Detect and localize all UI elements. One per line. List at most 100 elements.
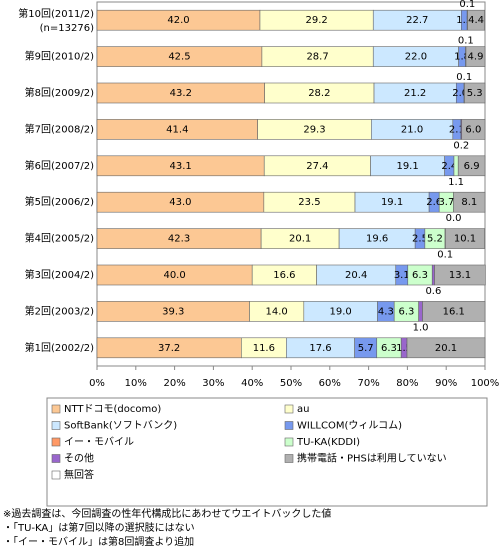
- data-label: 16.6: [273, 270, 295, 281]
- data-label: 20.1: [435, 343, 457, 354]
- data-label: 0.6: [425, 286, 441, 297]
- x-tick-label: 50%: [280, 378, 302, 389]
- data-label: 6.9: [464, 161, 480, 172]
- legend-swatch: [52, 471, 60, 479]
- data-label: 23.5: [298, 197, 320, 208]
- data-label: 19.6: [366, 234, 388, 245]
- legend-swatch: [52, 405, 60, 413]
- data-label: 43.0: [169, 197, 191, 208]
- y-tick-label: 第5回(2006/2): [25, 195, 94, 208]
- data-label: 22.7: [406, 15, 428, 26]
- data-label: 20.1: [289, 234, 311, 245]
- legend-label: NTTドコモ(docomo): [64, 404, 161, 415]
- data-label: 3.7: [438, 197, 454, 208]
- legend-swatch: [52, 455, 60, 463]
- data-label: 4.9: [468, 52, 484, 63]
- data-label: 0.2: [453, 140, 469, 151]
- data-label: 0.1: [459, 0, 475, 10]
- data-label: 42.0: [167, 15, 189, 26]
- y-tick-label: 第9回(2010/2): [25, 50, 94, 63]
- data-label: 4.3: [378, 306, 394, 317]
- y-tick-label: 第8回(2009/2): [25, 86, 94, 99]
- y-tick-label: 第3回(2004/2): [25, 268, 94, 281]
- data-label: 19.1: [381, 197, 403, 208]
- data-label: 43.2: [170, 88, 192, 99]
- data-label: 21.2: [404, 88, 426, 99]
- x-tick-label: 100%: [471, 378, 500, 389]
- data-label: 21.0: [401, 124, 423, 135]
- data-label: 17.6: [309, 343, 331, 354]
- data-label: 10.1: [454, 234, 476, 245]
- bar-segment: [454, 156, 458, 176]
- data-label: 40.0: [163, 270, 185, 281]
- note: ・「イー・モバイル」は第8回調査より追加: [3, 535, 194, 547]
- data-label: 41.4: [166, 124, 188, 135]
- x-tick-label: 40%: [241, 378, 263, 389]
- data-label: 27.4: [306, 161, 328, 172]
- legend-label: SoftBank(ソフトバンク): [64, 420, 177, 432]
- data-label: 39.3: [162, 306, 184, 317]
- data-label: 6.0: [465, 124, 481, 135]
- data-label: 16.1: [443, 306, 465, 317]
- data-label: 3.1: [394, 270, 410, 281]
- y-tick-label: 第10回(2011/2): [18, 7, 94, 20]
- legend-swatch: [285, 405, 293, 413]
- data-label: 19.0: [330, 306, 352, 317]
- legend-swatch: [285, 455, 293, 463]
- data-label: 0.1: [458, 36, 474, 47]
- data-label: 6.3: [381, 343, 397, 354]
- data-label: 43.1: [169, 161, 191, 172]
- data-label: 0.0: [446, 213, 462, 224]
- note: ※過去調査は、今回調査の性年代構成比にあわせてウエイトバックした値: [3, 507, 331, 520]
- data-label: 20.4: [345, 270, 367, 281]
- data-label: 5.2: [427, 234, 443, 245]
- legend-label: 携帯電話・PHSは利用していない: [297, 452, 447, 465]
- y-tick-label: 第7回(2008/2): [25, 122, 94, 135]
- data-label: 8.1: [461, 197, 477, 208]
- x-tick-label: 30%: [202, 378, 224, 389]
- data-label: 29.2: [305, 15, 327, 26]
- y-tick-label: 第6回(2007/2): [25, 159, 94, 172]
- data-label: 0.1: [437, 250, 453, 261]
- data-label: 6.3: [398, 306, 414, 317]
- data-label: 5.7: [358, 343, 374, 354]
- x-tick-label: 60%: [319, 378, 341, 389]
- data-label: 13.1: [449, 270, 471, 281]
- x-tick-label: 0%: [89, 378, 105, 389]
- y-tick-label: 第1回(2002/2): [25, 341, 94, 354]
- data-label: 22.0: [405, 52, 427, 63]
- x-tick-label: 10%: [125, 378, 147, 389]
- x-tick-label: 20%: [163, 378, 185, 389]
- data-label: 5.3: [467, 88, 483, 99]
- x-tick-label: 90%: [435, 378, 457, 389]
- data-label: 42.3: [168, 234, 190, 245]
- data-label: 11.6: [253, 343, 275, 354]
- data-label: 28.7: [306, 52, 328, 63]
- data-label: 42.5: [168, 52, 190, 63]
- legend-swatch: [52, 438, 60, 446]
- data-label: 19.1: [396, 161, 418, 172]
- legend-swatch: [285, 422, 293, 430]
- data-label: 28.2: [308, 88, 330, 99]
- legend-label: イー・モバイル: [64, 436, 134, 448]
- data-label: 1.0: [413, 322, 429, 333]
- bar-segment: [419, 301, 423, 321]
- legend-swatch: [52, 422, 60, 430]
- legend-swatch: [285, 438, 293, 446]
- data-label: 0.1: [456, 72, 472, 83]
- data-label: 4.4: [468, 15, 484, 26]
- data-label: 37.2: [158, 343, 180, 354]
- data-label: 29.3: [303, 124, 325, 135]
- y-tick-label: 第4回(2005/2): [25, 232, 94, 245]
- legend-label: TU-KA(KDDI): [296, 437, 360, 448]
- sample-size: (n=13276): [40, 23, 94, 34]
- y-tick-label: 第2回(2003/2): [25, 304, 94, 317]
- legend-label: その他: [64, 452, 94, 465]
- x-tick-label: 70%: [357, 378, 379, 389]
- legend-label: 無回答: [64, 468, 94, 481]
- data-label: 1.1: [448, 177, 464, 188]
- note: ・「TU-KA」は第7回以降の選択肢にはない: [3, 521, 195, 534]
- data-label: 14.0: [266, 306, 288, 317]
- data-label: 6.3: [412, 270, 428, 281]
